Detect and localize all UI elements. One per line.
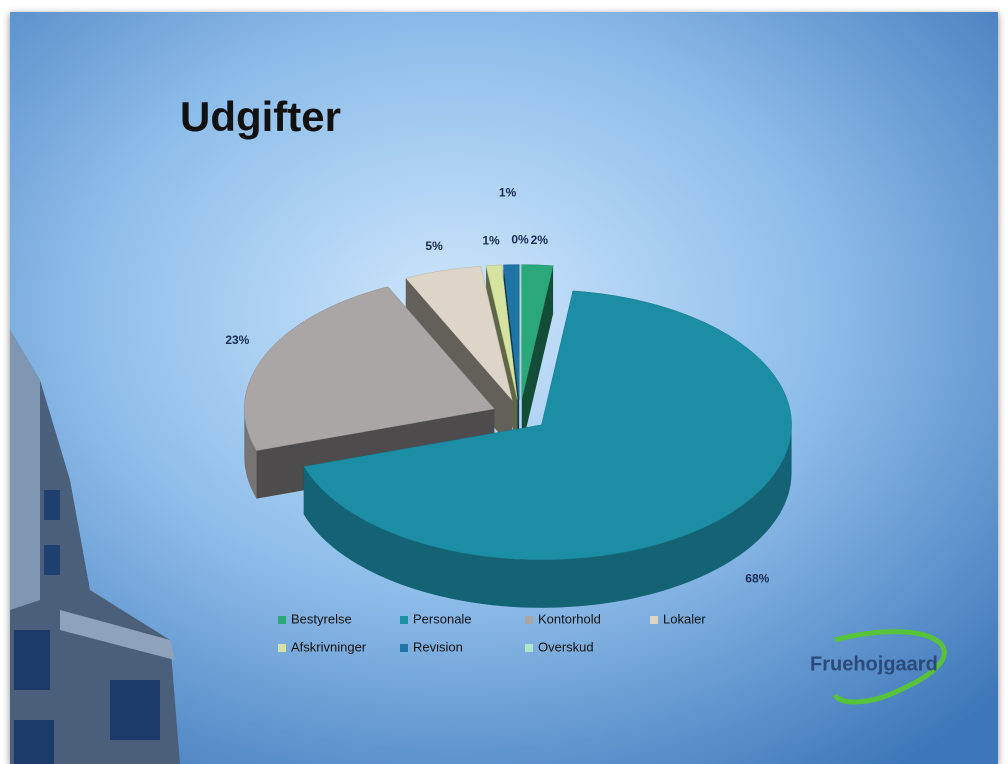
data-label: 68% [745, 571, 769, 585]
slice-top [521, 264, 554, 400]
pie-slice [521, 264, 554, 448]
legend: Bestyrelse Personale Kontorhold Lokaler Afsk… [278, 611, 706, 654]
data-label: 1% [482, 233, 500, 247]
legend-swatch [525, 616, 533, 624]
logo: Fruehojgaard [810, 629, 947, 705]
pie-slice [303, 290, 792, 608]
legend-swatch [278, 616, 286, 624]
slice-side [303, 424, 792, 608]
legend-label: Afskrivninger [291, 639, 367, 654]
legend-label: Bestyrelse [291, 611, 352, 626]
legend-label: Overskud [538, 639, 594, 654]
data-label: 2% [531, 233, 549, 247]
chart-title: Udgifter [180, 93, 341, 140]
slice-top [405, 266, 513, 401]
data-label: 23% [225, 333, 249, 347]
slice-top [244, 286, 495, 451]
legend-swatch [650, 616, 658, 624]
slice-top [303, 290, 792, 561]
legend-label: Personale [413, 611, 472, 626]
building [10, 330, 180, 764]
legend-label: Kontorhold [538, 611, 601, 626]
slice-top [503, 264, 520, 400]
slice-top [485, 264, 518, 400]
legend-label: Lokaler [663, 611, 706, 626]
logo-text: Fruehojgaard [810, 653, 938, 675]
data-label: 1% [499, 185, 517, 199]
legend-swatch [400, 644, 408, 652]
slice-side [244, 408, 257, 499]
data-label: 0% [511, 233, 529, 247]
slice-wall [521, 265, 554, 448]
legend-swatch [278, 644, 286, 652]
legend-label: Revision [413, 639, 463, 654]
legend-swatch [400, 616, 408, 624]
pie: 0% 1% 2% 1% 5% 23% 68% [225, 185, 792, 608]
legend-swatch [525, 644, 533, 652]
data-label: 5% [425, 239, 443, 253]
